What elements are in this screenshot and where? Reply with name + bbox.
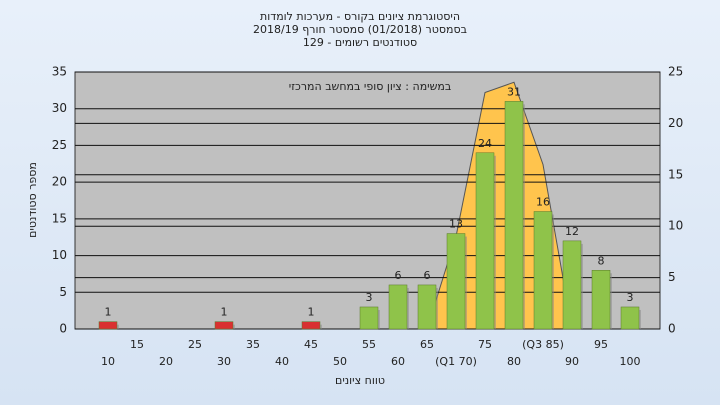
data-label: 6 [424, 269, 431, 282]
x-tick-label: 50 [333, 355, 347, 368]
data-label: 12 [565, 225, 579, 238]
x-tick-label: 15 [130, 338, 144, 351]
y2-tick-label: 15 [668, 167, 683, 181]
title-line: סטודנטים רשומים - 129 [303, 36, 417, 49]
x-tick-label: 90 [565, 355, 579, 368]
y-tick-label: 20 [52, 175, 67, 189]
data-label: 1 [308, 306, 315, 319]
bar [620, 306, 640, 330]
x-tick-label: 10 [101, 355, 115, 368]
bar [475, 152, 495, 330]
title-line: היסטוגרמת ציונים בקורס - מערכות לומדות [260, 10, 460, 23]
x-axis-label: טווח ציונים [335, 374, 385, 387]
bar [98, 321, 118, 330]
x-tick-label: (Q3 85) [522, 338, 564, 351]
data-label: 31 [507, 85, 521, 98]
data-label: 3 [366, 291, 373, 304]
data-label: 24 [478, 137, 492, 150]
y2-tick-label: 0 [668, 322, 676, 336]
data-label: 3 [627, 291, 634, 304]
x-tick-label: 95 [594, 338, 608, 351]
y2-tick-label: 25 [668, 65, 683, 79]
x-tick-label: 25 [188, 338, 202, 351]
bar [359, 306, 379, 330]
data-label: 6 [395, 269, 402, 282]
y2-tick-label: 5 [668, 270, 676, 284]
x-tick-label: 75 [478, 338, 492, 351]
y-tick-label: 5 [59, 285, 67, 299]
bar [504, 101, 524, 330]
x-tick-label: 40 [275, 355, 289, 368]
y-tick-label: 30 [52, 101, 67, 115]
data-label: 1 [221, 306, 228, 319]
bar [591, 270, 611, 330]
data-label: 8 [598, 254, 605, 267]
y2-tick-label: 10 [668, 219, 683, 233]
bar [562, 240, 582, 330]
data-label: 16 [536, 196, 550, 209]
x-tick-label: 45 [304, 338, 318, 351]
x-tick-label: 60 [391, 355, 405, 368]
y-tick-label: 0 [59, 322, 67, 336]
y-axis-label: מספר סטודנטים [26, 162, 39, 238]
x-tick-label: 35 [246, 338, 260, 351]
y-tick-label: 25 [52, 138, 67, 152]
data-label: 1 [105, 306, 112, 319]
bar [388, 284, 408, 330]
x-tick-label: 55 [362, 338, 376, 351]
bar [417, 284, 437, 330]
bar [301, 321, 321, 330]
x-tick-label: 65 [420, 338, 434, 351]
bar [533, 211, 553, 330]
y-tick-label: 10 [52, 248, 67, 262]
x-tick-label: 100 [620, 355, 641, 368]
x-tick-label: 30 [217, 355, 231, 368]
bar [214, 321, 234, 330]
subtitle: במשימה : ציון סופי במחשב המרכזי [289, 80, 452, 93]
bar [446, 233, 466, 330]
data-label: 13 [449, 218, 463, 231]
x-tick-label: 80 [507, 355, 521, 368]
x-tick-label: (Q1 70) [435, 355, 477, 368]
y2-tick-label: 20 [668, 116, 683, 130]
title-line: בסמסטר (01/2018) סמסטר חורף 2018/19 [253, 23, 467, 36]
y-tick-label: 15 [52, 211, 67, 225]
x-tick-label: 20 [159, 355, 173, 368]
y-tick-label: 35 [52, 65, 67, 79]
